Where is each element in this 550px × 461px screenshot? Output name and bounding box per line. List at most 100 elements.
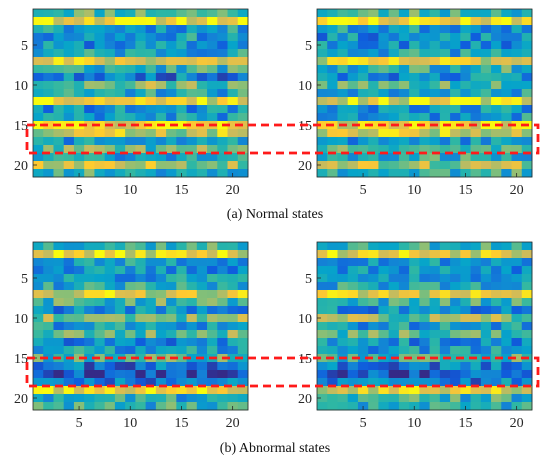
heatmap-cell — [217, 41, 228, 50]
heatmap-cell — [409, 338, 420, 347]
heatmap-cell — [166, 394, 177, 403]
heatmap-cell — [114, 89, 126, 98]
heatmap-cell — [166, 402, 177, 411]
heatmap-cell — [63, 65, 75, 74]
heatmap-cell — [388, 306, 400, 315]
heatmap-cell — [480, 97, 492, 106]
heatmap-cell — [450, 242, 461, 251]
heatmap-cell — [480, 338, 492, 347]
heatmap-cell — [317, 378, 328, 387]
heatmap-cell — [491, 290, 502, 299]
heatmap-cell — [237, 65, 249, 74]
heatmap-cell — [398, 65, 410, 74]
heatmap-cell — [439, 33, 451, 42]
heatmap-cell — [327, 314, 338, 323]
heatmap-cell — [114, 153, 126, 162]
heatmap-cell — [398, 105, 410, 114]
heatmap-cell — [176, 370, 187, 379]
heatmap-cell — [357, 306, 369, 315]
heatmap-cell — [84, 57, 95, 66]
heatmap-cell — [186, 169, 198, 178]
heatmap-cell — [368, 129, 379, 138]
heatmap-cell — [186, 314, 198, 323]
heatmap-cell — [419, 290, 431, 299]
heatmap-cell — [227, 49, 239, 58]
heatmap-cell — [207, 250, 218, 259]
heatmap-cell — [501, 129, 512, 138]
heatmap-cell — [43, 137, 54, 146]
heatmap-cell — [155, 386, 167, 395]
heatmap-cell — [491, 153, 502, 162]
heatmap-cell — [145, 394, 157, 403]
heatmap-cell — [53, 65, 65, 74]
heatmap-cell — [511, 153, 523, 162]
heatmap-cell — [409, 161, 420, 170]
heatmap-cell — [398, 362, 410, 371]
heatmap-cell — [491, 362, 502, 371]
heatmap-cell — [450, 338, 461, 347]
heatmap-cell — [450, 49, 461, 58]
heatmap-cell — [176, 394, 187, 403]
heatmap-cell — [378, 105, 390, 114]
heatmap-cell — [347, 258, 359, 267]
heatmap-cell — [429, 282, 441, 291]
heatmap-cell — [501, 113, 512, 122]
heatmap-cell — [357, 97, 369, 106]
heatmap-cell — [327, 258, 338, 267]
heatmap-cell — [501, 274, 512, 283]
heatmap-cell — [511, 121, 523, 130]
heatmap-cell — [368, 354, 379, 363]
heatmap-cell — [491, 57, 502, 66]
heatmap-cell — [155, 402, 167, 411]
heatmap-cell — [368, 65, 379, 74]
heatmap-cell — [439, 137, 451, 146]
heatmap-cell — [347, 9, 359, 18]
heatmap-cell — [53, 282, 65, 291]
heatmap-cell — [470, 145, 482, 154]
heatmap-cell — [196, 161, 208, 170]
heatmap-cell — [166, 298, 177, 307]
heatmap-cell — [217, 258, 228, 267]
heatmap-cell — [480, 17, 492, 26]
heatmap-cell — [114, 282, 126, 291]
heatmap-cell — [357, 298, 369, 307]
heatmap-cell — [388, 97, 400, 106]
heatmap-cell — [439, 394, 451, 403]
heatmap-cell — [439, 386, 451, 395]
heatmap-cell — [368, 258, 379, 267]
heatmap-cell — [327, 330, 338, 339]
heatmap-cell — [73, 394, 85, 403]
heatmap-cell — [63, 306, 75, 315]
heatmap-cell — [63, 330, 75, 339]
heatmap-cell — [196, 298, 208, 307]
heatmap-cell — [43, 330, 54, 339]
heatmap-cell — [511, 378, 523, 387]
heatmap-cell — [145, 89, 157, 98]
heatmap-cell — [337, 250, 349, 259]
heatmap-cell — [337, 402, 349, 411]
heatmap-cell — [511, 65, 523, 74]
heatmap-cell — [145, 57, 157, 66]
heatmap-cell — [145, 105, 157, 114]
heatmap-cell — [155, 65, 167, 74]
heatmap-cell — [73, 41, 85, 50]
heatmap-cell — [145, 81, 157, 90]
heatmap-cell — [357, 81, 369, 90]
heatmap-cell — [327, 386, 338, 395]
caption-normal: (a) Normal states — [227, 207, 323, 222]
heatmap-cell — [186, 274, 198, 283]
heatmap-cell — [409, 242, 420, 251]
heatmap-cell — [429, 129, 441, 138]
heatmap-cell — [357, 9, 369, 18]
heatmap-cell — [450, 9, 461, 18]
heatmap-cell — [429, 378, 441, 387]
heatmap-cell — [337, 282, 349, 291]
heatmap-cell — [186, 57, 198, 66]
heatmap-cell — [501, 314, 512, 323]
heatmap-cell — [63, 129, 75, 138]
heatmap-cell — [33, 338, 44, 347]
heatmap-cell — [337, 386, 349, 395]
heatmap-cell — [429, 81, 441, 90]
heatmap-cell — [347, 161, 359, 170]
